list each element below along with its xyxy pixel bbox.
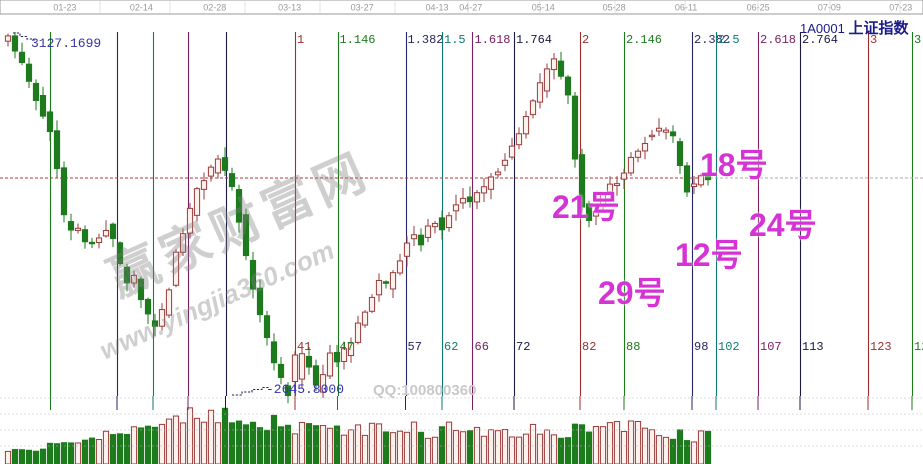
svg-text:98: 98 — [694, 340, 708, 354]
svg-text:06-11: 06-11 — [675, 3, 697, 13]
svg-text:102: 102 — [718, 340, 740, 354]
svg-text:57: 57 — [408, 340, 422, 354]
svg-text:3.: 3. — [914, 33, 923, 47]
svg-text:88: 88 — [626, 340, 640, 354]
svg-text:12: 12 — [914, 340, 923, 354]
svg-text:2.5: 2.5 — [718, 33, 740, 47]
svg-text:02-14: 02-14 — [130, 3, 153, 13]
svg-text:72: 72 — [516, 340, 530, 354]
svg-text:1.5: 1.5 — [444, 33, 466, 47]
svg-text:66: 66 — [475, 340, 489, 354]
svg-text:2.618: 2.618 — [760, 33, 796, 47]
svg-text:2: 2 — [582, 33, 589, 47]
svg-text:113: 113 — [802, 340, 824, 354]
svg-text:2.146: 2.146 — [626, 33, 662, 47]
svg-text:47: 47 — [340, 340, 354, 354]
svg-text:03-27: 03-27 — [351, 3, 374, 13]
svg-text:1.764: 1.764 — [516, 33, 552, 47]
svg-text:03-13: 03-13 — [278, 3, 301, 13]
svg-text:1: 1 — [297, 33, 304, 47]
svg-text:07-09: 07-09 — [818, 3, 841, 13]
svg-text:62: 62 — [444, 340, 458, 354]
svg-text:04-13: 04-13 — [425, 3, 448, 13]
svg-text:1.146: 1.146 — [340, 33, 376, 47]
svg-text:07-23: 07-23 — [889, 3, 912, 13]
svg-text:05-28: 05-28 — [603, 3, 626, 13]
svg-text:41: 41 — [297, 340, 311, 354]
svg-text:3127.1699: 3127.1699 — [31, 36, 101, 51]
svg-text:-2645.8000: -2645.8000 — [266, 382, 344, 397]
svg-text:1.382: 1.382 — [408, 33, 444, 47]
svg-text:02-28: 02-28 — [203, 3, 226, 13]
svg-text:82: 82 — [582, 340, 596, 354]
svg-text:01-23: 01-23 — [53, 3, 76, 13]
svg-text:107: 107 — [760, 340, 782, 354]
svg-text:05-14: 05-14 — [532, 3, 555, 13]
svg-text:04-27: 04-27 — [459, 3, 482, 13]
svg-text:1.618: 1.618 — [475, 33, 511, 47]
svg-text:123: 123 — [870, 340, 892, 354]
